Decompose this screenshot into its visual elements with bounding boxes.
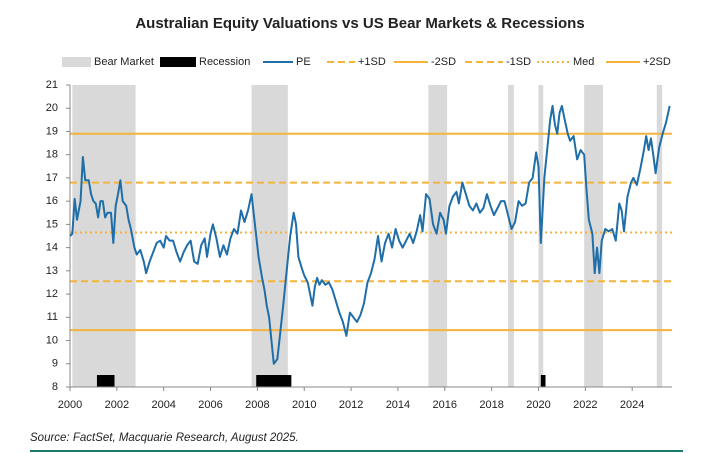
y-tick-label: 11 xyxy=(47,311,58,323)
y-tick-label: 10 xyxy=(46,334,58,346)
legend-swatch xyxy=(62,57,91,67)
y-tick-label: 19 xyxy=(46,125,58,137)
bear-market-band xyxy=(508,85,514,387)
x-tick-label: 2006 xyxy=(198,399,222,411)
legend-swatch xyxy=(160,57,196,67)
y-tick-label: 16 xyxy=(46,195,58,207)
legend-label: -2SD xyxy=(431,56,456,68)
x-tick-label: 2012 xyxy=(339,399,363,411)
recession-bar xyxy=(96,375,115,387)
pe-line xyxy=(69,104,671,365)
x-tick-label: 2024 xyxy=(620,399,644,411)
bear-market-band xyxy=(584,85,603,387)
y-tick-label: 15 xyxy=(46,218,58,230)
x-tick-label: 2004 xyxy=(151,399,175,411)
y-tick-label: 13 xyxy=(46,265,58,277)
y-tick-label: 8 xyxy=(52,381,58,393)
y-tick-label: 18 xyxy=(46,149,58,161)
y-tick-label: 14 xyxy=(46,242,58,254)
y-tick-label: 20 xyxy=(46,102,58,114)
x-tick-label: 2014 xyxy=(386,399,410,411)
bear-market-band xyxy=(72,85,136,387)
y-tick-label: 9 xyxy=(52,358,58,370)
x-tick-label: 2018 xyxy=(479,399,503,411)
bear-market-band xyxy=(251,85,288,387)
y-tick-label: 12 xyxy=(46,288,58,300)
x-tick-label: 2002 xyxy=(105,399,129,411)
y-tick-label: 21 xyxy=(46,79,58,91)
x-tick-label: 2010 xyxy=(292,399,316,411)
x-tick-label: 2022 xyxy=(573,399,597,411)
legend-label: PE xyxy=(296,56,311,68)
recession-bar xyxy=(540,375,546,387)
x-tick-label: 2000 xyxy=(58,399,82,411)
legend-label: Med xyxy=(573,56,594,68)
legend-label: +1SD xyxy=(358,56,386,68)
bear-market-band xyxy=(428,85,448,387)
legend-label: +2SD xyxy=(643,56,671,68)
y-tick-label: 17 xyxy=(46,172,58,184)
legend-label: Bear Market xyxy=(94,56,154,68)
x-tick-label: 2020 xyxy=(526,399,550,411)
recession-bar xyxy=(256,375,292,387)
legend-label: -1SD xyxy=(506,56,531,68)
chart-title: Australian Equity Valuations vs US Bear … xyxy=(135,15,584,32)
x-tick-label: 2008 xyxy=(245,399,269,411)
bear-market-band xyxy=(656,85,663,387)
legend-label: Recession xyxy=(199,56,250,68)
x-tick-label: 2016 xyxy=(433,399,457,411)
source-note: Source: FactSet, Macquarie Research, Aug… xyxy=(30,432,299,444)
